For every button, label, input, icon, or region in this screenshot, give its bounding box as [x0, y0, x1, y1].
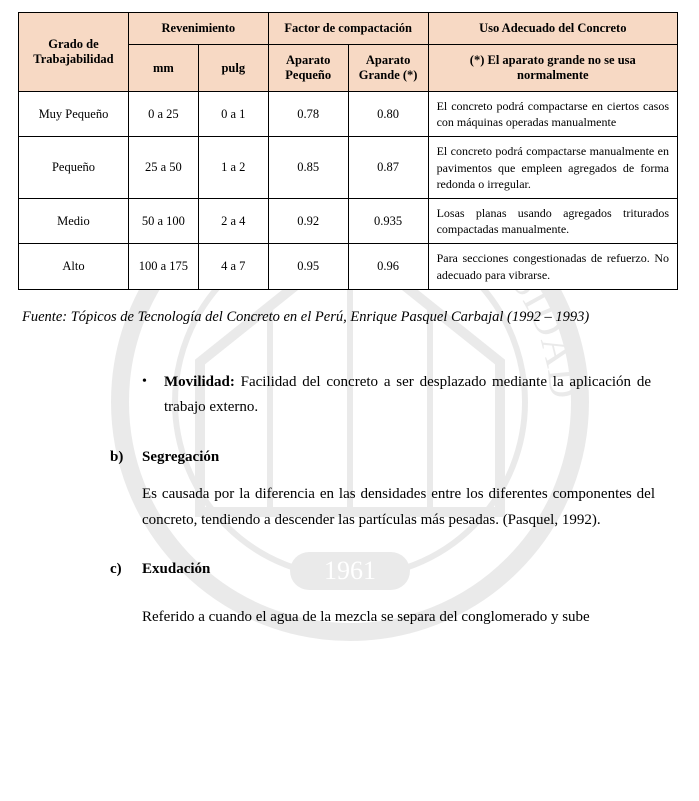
cell-pulg: 4 a 7 [198, 244, 268, 289]
cell-mm: 0 a 25 [128, 92, 198, 137]
bullet-movilidad: • Movilidad: Facilidad del concreto a se… [142, 370, 669, 421]
cell-apeq: 0.78 [268, 92, 348, 137]
th-pulg: pulg [198, 45, 268, 92]
cell-apeq: 0.92 [268, 198, 348, 243]
subheading-b-label: b) [110, 445, 142, 471]
table-row: Alto 100 a 175 4 a 7 0.95 0.96 Para secc… [19, 244, 678, 289]
th-mm: mm [128, 45, 198, 92]
th-grado: Grado de Trabajabilidad [19, 13, 129, 92]
cell-apeq: 0.95 [268, 244, 348, 289]
cell-mm: 25 a 50 [128, 137, 198, 199]
cell-agra: 0.935 [348, 198, 428, 243]
para-exudacion-cutoff: Referido a cuando el agua de la mezcla s… [142, 605, 655, 631]
cell-grado: Medio [19, 198, 129, 243]
cell-uso: Losas planas usando agregados triturados… [428, 198, 677, 243]
cell-uso: Para secciones congestionadas de refuerz… [428, 244, 677, 289]
cell-grado: Pequeño [19, 137, 129, 199]
bullet-icon: • [142, 370, 164, 421]
subheading-b-title: Segregación [142, 445, 219, 471]
cell-agra: 0.87 [348, 137, 428, 199]
table-row: Pequeño 25 a 50 1 a 2 0.85 0.87 El concr… [19, 137, 678, 199]
subheading-c-label: c) [110, 557, 142, 583]
cell-pulg: 2 a 4 [198, 198, 268, 243]
th-apeq: Aparato Pequeño [268, 45, 348, 92]
cell-grado: Muy Pequeño [19, 92, 129, 137]
para-segregacion: Es causada por la diferencia en las dens… [142, 482, 655, 533]
table-row: Muy Pequeño 0 a 25 0 a 1 0.78 0.80 El co… [19, 92, 678, 137]
cell-pulg: 1 a 2 [198, 137, 268, 199]
cell-apeq: 0.85 [268, 137, 348, 199]
cell-uso: El concreto podrá compactarse en ciertos… [428, 92, 677, 137]
subheading-b: b) Segregación [110, 445, 669, 471]
cell-mm: 100 a 175 [128, 244, 198, 289]
th-agra: Aparato Grande (*) [348, 45, 428, 92]
bullet-text: Facilidad del concreto a ser desplazado … [164, 374, 651, 416]
th-uso: Uso Adecuado del Concreto [428, 13, 677, 45]
table-source: Fuente: Tópicos de Tecnología del Concre… [22, 304, 677, 330]
table-row: Medio 50 a 100 2 a 4 0.92 0.935 Losas pl… [19, 198, 678, 243]
cell-grado: Alto [19, 244, 129, 289]
cell-pulg: 0 a 1 [198, 92, 268, 137]
cell-uso: El concreto podrá compactarse manualment… [428, 137, 677, 199]
th-uso-note: (*) El aparato grande no se usa normalme… [428, 45, 677, 92]
th-revenimiento: Revenimiento [128, 13, 268, 45]
cell-agra: 0.80 [348, 92, 428, 137]
workability-table: Grado de Trabajabilidad Revenimiento Fac… [18, 12, 678, 290]
cell-mm: 50 a 100 [128, 198, 198, 243]
th-factor: Factor de compactación [268, 13, 428, 45]
cell-agra: 0.96 [348, 244, 428, 289]
subheading-c-title: Exudación [142, 557, 210, 583]
subheading-c: c) Exudación [110, 557, 669, 583]
bullet-lead: Movilidad: [164, 374, 235, 390]
